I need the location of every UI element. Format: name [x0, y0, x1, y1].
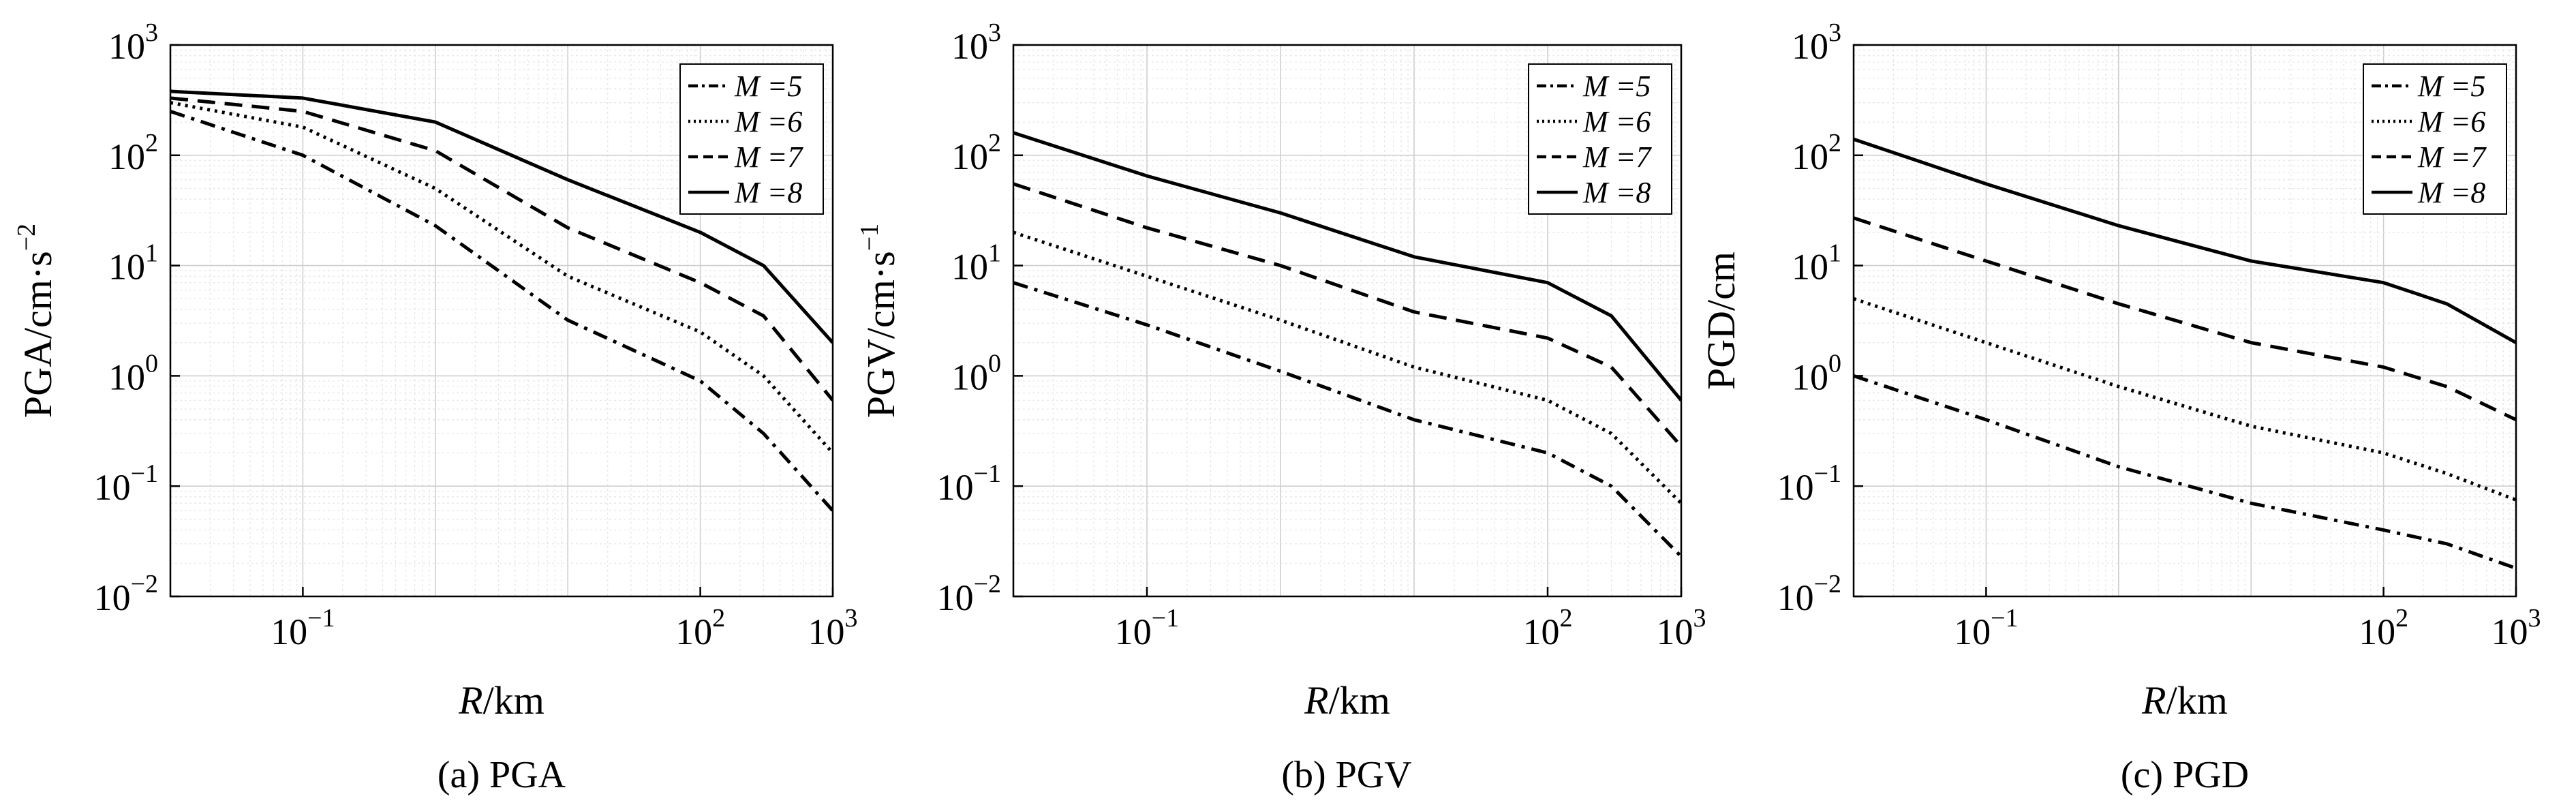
x-tick-label: 102	[2359, 604, 2408, 652]
axes-frame	[1852, 44, 2517, 598]
series-line-m6	[1854, 297, 2516, 502]
legend: M =5M =6M =7M =8	[1528, 63, 1672, 215]
y-tick-label: 10−2	[94, 570, 158, 618]
x-axis-label: R/km	[458, 678, 545, 723]
series-line-m8	[1013, 131, 1681, 401]
legend-label-m6: M =6	[2417, 105, 2485, 138]
legend: M =5M =6M =7M =8	[679, 63, 824, 215]
y-tick-label: 100	[1792, 349, 1841, 397]
y-tick-label: 102	[108, 129, 158, 177]
y-tick-label: 102	[1792, 129, 1841, 177]
legend-label-m6: M =6	[1582, 105, 1651, 138]
legend-label-m5: M =5	[734, 70, 802, 103]
series-line-m6	[170, 101, 833, 455]
y-tick-label: 100	[951, 349, 1001, 397]
x-tick-label: 103	[2491, 604, 2541, 652]
y-tick-label: 10−2	[937, 570, 1001, 618]
y-tick-label: 10−1	[937, 459, 1001, 508]
series-line-m8	[170, 89, 833, 344]
y-tick-label: 10−2	[1777, 570, 1841, 618]
y-tick-label: 103	[1792, 18, 1841, 67]
y-tick-label: 103	[951, 18, 1001, 67]
axes-frame	[169, 44, 834, 598]
y-tick-label: 10−1	[94, 459, 158, 508]
legend-box	[1528, 63, 1672, 215]
legend-label-m7: M =7	[734, 140, 803, 174]
series-lines	[1854, 137, 2516, 571]
x-tick-label: 10−1	[1954, 604, 2018, 652]
legend-box	[679, 63, 824, 215]
y-axis-label: PGV/cm·s−1	[855, 224, 903, 418]
series-line-m8	[1854, 137, 2516, 344]
series-line-m7	[170, 96, 833, 401]
y-tick-label: 102	[951, 129, 1001, 177]
chart-panel-3: 10−1 102 103 10−2 10−1 100 101 102 103 R/km PGD/cm…	[1699, 18, 2541, 796]
panel-caption: (a) PGA	[438, 754, 566, 796]
legend-label-m7: M =7	[1582, 140, 1652, 174]
legend-label-m7: M =7	[2417, 140, 2487, 174]
legend-label-m8: M =8	[734, 176, 802, 209]
axes-frame	[1012, 44, 1683, 598]
series-lines	[1013, 131, 1681, 558]
legend-label-m5: M =5	[1582, 70, 1651, 103]
x-tick-label: 103	[1657, 604, 1706, 652]
y-tick-label: 101	[951, 239, 1001, 288]
y-tick-label: 103	[108, 18, 158, 67]
series-line-m5	[170, 110, 833, 512]
x-tick-label: 10−1	[271, 604, 335, 652]
y-axis-label: PGA/cm·s−2	[12, 224, 60, 418]
series-lines	[170, 89, 833, 512]
chart-panel-2: 10−1 102 103 10−2 10−1 100 101 102 103 R/km PGV/cm…	[855, 18, 1706, 796]
y-tick-label: 101	[1792, 239, 1841, 288]
legend: M =5M =6M =7M =8	[2363, 63, 2507, 215]
x-tick-label: 102	[1523, 604, 1573, 652]
panel-caption: (b) PGV	[1281, 754, 1411, 796]
series-line-m5	[1854, 374, 2516, 571]
x-axis-label: R/km	[1304, 678, 1390, 723]
y-tick-label: 101	[108, 239, 158, 288]
x-tick-label: 10−1	[1115, 604, 1179, 652]
x-axis-label: R/km	[2141, 678, 2228, 723]
ticks: 10−1 102 103 10−2 10−1 100 101 102 103	[94, 18, 858, 652]
panel-caption: (c) PGD	[2121, 754, 2249, 796]
legend-label-m5: M =5	[2417, 70, 2485, 103]
series-line-m5	[1013, 281, 1681, 558]
y-axis-label: PGD/cm	[1699, 252, 1743, 390]
series-line-m6	[1013, 230, 1681, 505]
ticks: 10−1 102 103 10−2 10−1 100 101 102 103	[1777, 18, 2541, 652]
chart-panel-1: 10−1 102 103 10−2 10−1 100 101 102 103 R/km PGA/cm…	[12, 18, 858, 796]
grid	[1013, 45, 1681, 596]
x-tick-label: 103	[808, 604, 858, 652]
legend-box	[2363, 63, 2507, 215]
y-tick-label: 10−1	[1777, 459, 1841, 508]
legend-label-m6: M =6	[734, 105, 802, 138]
series-line-m7	[1854, 216, 2516, 422]
x-tick-label: 102	[675, 604, 725, 652]
legend-label-m8: M =8	[1582, 176, 1651, 209]
series-line-m7	[1013, 182, 1681, 448]
y-tick-label: 100	[108, 349, 158, 397]
legend-label-m8: M =8	[2417, 176, 2485, 209]
grid	[170, 45, 833, 596]
ticks: 10−1 102 103 10−2 10−1 100 101 102 103	[937, 18, 1706, 652]
